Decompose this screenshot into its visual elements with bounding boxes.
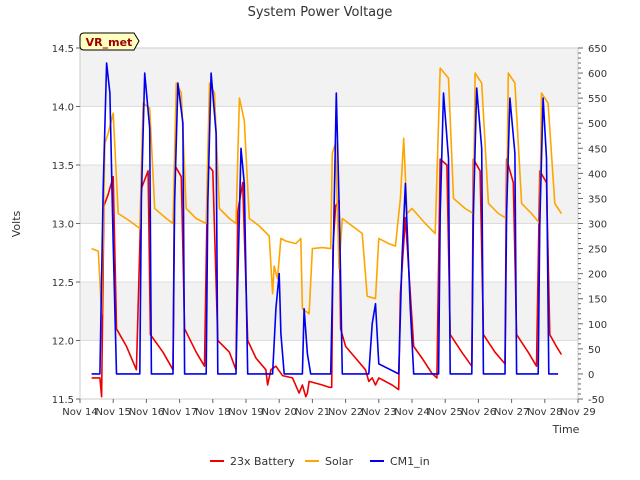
background-band [80,165,578,224]
right-tick-label: 200 [588,270,607,281]
x-tick-label: Nov 24 [394,407,429,418]
right-tick-label: 300 [588,220,607,231]
right-y-axis: -50 0 50 100 150 200 250 300 350 400 450 500 550 600 6… [578,44,607,406]
right-tick-label: -50 [588,395,604,406]
x-tick-label: Nov 16 [129,407,164,418]
x-tick-label: Nov 17 [162,407,197,418]
right-tick-label: 50 [588,345,601,356]
right-tick-label: 100 [588,320,607,331]
station-badge-shape [79,32,140,51]
left-tick-label: 14.0 [52,103,74,114]
right-tick-label: 400 [588,169,607,180]
background-band [80,48,578,107]
x-tick-label: Nov 29 [560,407,595,418]
legend-label: CM1_in [390,455,430,468]
right-tick-label: 450 [588,144,607,155]
x-tick-label: Nov 22 [328,407,363,418]
right-tick-label: 600 [588,69,607,80]
left-tick-label: 12.5 [52,278,74,289]
x-tick-label: Nov 27 [494,407,529,418]
series-line-solar [91,67,563,315]
right-tick-label: 500 [588,119,607,130]
legend-item-cm1-in: CM1_in [370,455,430,468]
left-tick-label: 11.5 [52,395,74,406]
y-axis-label: Volts [10,210,23,237]
legend-label: Solar [325,455,354,468]
right-tick-label: 150 [588,295,607,306]
x-tick-label: Nov 21 [295,407,330,418]
right-tick-label: 0 [588,370,594,381]
background-band [80,282,578,341]
left-tick-label: 12.0 [52,337,74,348]
legend-item-23x-battery: 23x Battery [210,455,295,468]
left-tick-label: 13.0 [52,220,74,231]
chart-title: System Power Voltage [248,5,393,20]
x-tick-label: Nov 26 [461,407,496,418]
x-tick-label: Nov 18 [195,407,230,418]
x-tick-label: Nov 28 [527,407,562,418]
left-tick-label: 14.5 [52,44,74,55]
left-tick-label: 13.5 [52,161,74,172]
right-tick-label: 250 [588,245,607,256]
legend-item-solar: Solar [305,455,354,468]
x-tick-label: Nov 23 [361,407,396,418]
plot-background-bands [80,48,578,341]
station-badge: VR_met [79,32,140,51]
right-tick-label: 350 [588,194,607,205]
x-tick-label: Nov 25 [427,407,462,418]
left-y-axis: 11.5 12.0 12.5 13.0 13.5 14.0 14.5 [52,44,80,406]
station-badge-text: VR_met [86,36,133,49]
series-line-cm1-in [91,62,559,375]
series-layer [91,62,563,398]
legend: 23x Battery Solar CM1_in [210,455,430,468]
x-tick-label: Nov 20 [261,407,296,418]
x-axis-label: Time [552,423,580,436]
legend-label: 23x Battery [230,455,295,468]
x-tick-label: Nov 19 [228,407,263,418]
right-tick-label: 550 [588,94,607,105]
x-tick-label: Nov 15 [95,407,130,418]
right-tick-label: 650 [588,44,607,55]
x-tick-label: Nov 14 [62,407,97,418]
